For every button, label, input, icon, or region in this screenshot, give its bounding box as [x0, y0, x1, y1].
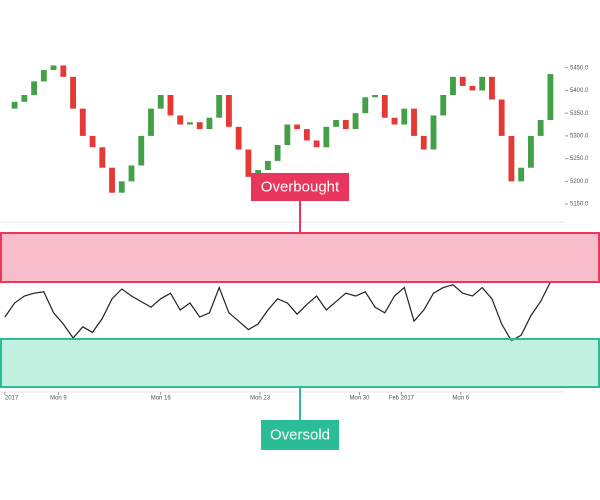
x-tick-label: Mon 30: [349, 396, 370, 402]
candle: [489, 76, 495, 100]
candle: [128, 165, 135, 182]
candle: [450, 76, 456, 95]
candle: [50, 65, 57, 70]
candle: [216, 95, 223, 118]
oversold-label: Oversold: [270, 426, 330, 443]
rsi-line: [4, 281, 551, 342]
candle: [206, 117, 213, 130]
y-tick-label: 5250.0: [570, 156, 589, 162]
candle: [167, 95, 174, 116]
candle: [547, 74, 554, 120]
candle: [196, 122, 203, 130]
candle: [40, 70, 47, 82]
candle: [537, 120, 544, 136]
candle: [274, 145, 281, 161]
candle: [459, 76, 466, 86]
candle: [99, 147, 106, 168]
candle: [70, 76, 76, 109]
candle: [138, 135, 145, 166]
x-tick-label: Mon 6: [452, 396, 469, 402]
candle: [391, 117, 398, 125]
candle: [79, 108, 86, 136]
candle: [420, 135, 427, 150]
candle: [235, 126, 242, 150]
candle: [508, 135, 515, 182]
candle: [352, 113, 359, 130]
candle: [60, 65, 67, 77]
y-tick-label: 5400.0: [570, 88, 589, 94]
candle: [440, 95, 447, 116]
x-tick-label: Mon 9: [50, 396, 67, 402]
candle: [401, 108, 408, 125]
candle: [411, 108, 417, 136]
candle: [518, 167, 525, 182]
candle: [109, 167, 115, 193]
candle: [313, 140, 320, 148]
candle: [372, 95, 378, 98]
rsi-panel: 2017 Mon 9 Mon 16 Mon 23 Mon 30 Feb 2017 Mon 6: [4, 281, 551, 402]
y-tick-label: 5350.0: [570, 111, 589, 117]
candle: [381, 95, 388, 118]
candle: [333, 120, 339, 127]
x-tick-label: Mon 23: [250, 396, 271, 402]
candle: [148, 108, 154, 136]
candle: [11, 101, 18, 109]
y-tick-label: 5200.0: [570, 179, 589, 185]
candle: [430, 115, 437, 150]
candle: [89, 135, 96, 148]
candle: [264, 160, 271, 170]
x-tick-label: 2017: [5, 396, 19, 402]
candle: [118, 181, 125, 193]
x-tick-label: Feb 2017: [389, 396, 415, 402]
candle: [294, 124, 301, 130]
candle: [177, 115, 184, 125]
y-tick-label: 5450.0: [570, 65, 589, 71]
candle: [362, 97, 369, 114]
candle: [31, 81, 38, 95]
candle: [479, 76, 486, 91]
candle: [342, 120, 349, 130]
y-tick-label: 5150.0: [570, 202, 589, 208]
candle: [157, 95, 164, 109]
candle: [323, 126, 330, 148]
candle: [187, 122, 193, 125]
candle: [284, 124, 291, 145]
candle: [245, 149, 252, 177]
oversold-zone: [0, 338, 600, 388]
x-tick-label: Mon 16: [151, 396, 172, 402]
overbought-zone: [0, 232, 600, 283]
candle: [303, 129, 310, 141]
candle: [527, 135, 534, 168]
candle: [498, 99, 505, 136]
candle: [226, 95, 232, 127]
candle: [21, 95, 28, 102]
y-tick-label: 5300.0: [570, 133, 589, 139]
overbought-label: Overbought: [261, 178, 340, 195]
candle: [469, 85, 476, 91]
overbought-label-box: [251, 173, 349, 201]
oversold-label-box: [261, 420, 339, 450]
